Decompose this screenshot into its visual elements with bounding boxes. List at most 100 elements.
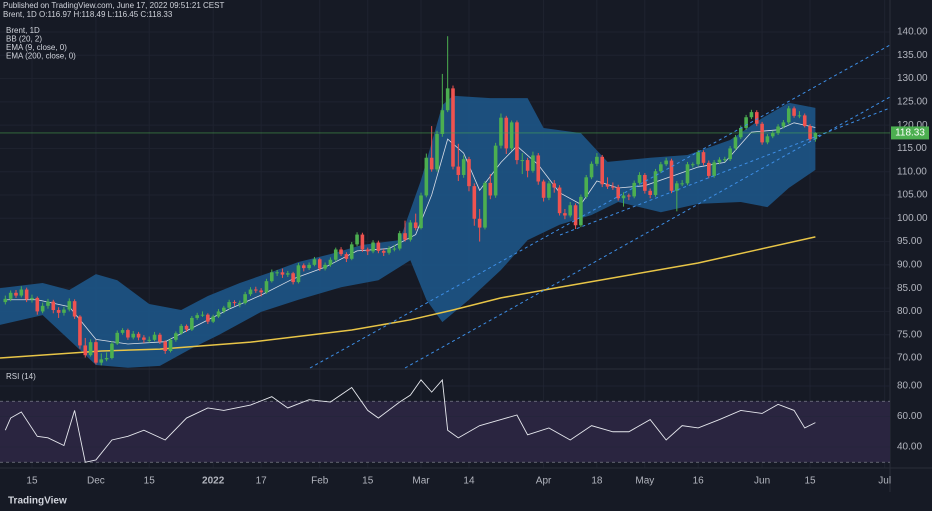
candle-body <box>392 248 397 250</box>
candle-body <box>126 330 130 338</box>
candle-body <box>40 305 45 312</box>
candle-body <box>280 272 285 275</box>
candle-body <box>520 160 525 162</box>
candle-body <box>595 156 599 164</box>
candle-body <box>360 234 365 250</box>
candle-body <box>451 88 455 167</box>
candle-body <box>365 249 370 252</box>
legend-entry: Brent, 1D <box>6 26 40 35</box>
candle-body <box>557 187 562 214</box>
legend-entry: EMA (9, close, 0) <box>6 43 67 52</box>
candle-body <box>35 297 40 312</box>
symbol-ohlc: Brent, 1D O:116.97 H:118.49 L:116.45 C:1… <box>3 10 173 19</box>
trend-line <box>404 96 891 369</box>
logo: TradingView <box>8 496 67 507</box>
trend-line <box>559 107 891 236</box>
candle-body <box>685 164 690 184</box>
candle-body <box>8 292 13 299</box>
y-tick-label: 110.00 <box>897 166 927 177</box>
candle-body <box>30 297 34 300</box>
candle-body <box>515 122 519 161</box>
candle-body <box>264 281 269 293</box>
candle-body <box>269 272 274 282</box>
published: Published on TradingView.com, June 17, 2… <box>3 1 224 10</box>
candle-body <box>717 159 722 163</box>
candle-body <box>691 164 695 166</box>
candle-body <box>659 164 663 172</box>
candle-body <box>531 155 535 171</box>
candle-body <box>195 315 199 318</box>
candle-body <box>222 307 226 312</box>
candle-body <box>573 205 578 226</box>
candle-body <box>461 159 466 175</box>
rsi-title: RSI (14) <box>6 372 36 381</box>
x-tick-label: 16 <box>693 476 705 487</box>
candle-body <box>408 222 413 240</box>
x-tick-label: 15 <box>26 476 38 487</box>
candle-body <box>643 174 647 191</box>
last-price-label: 118.33 <box>895 128 925 139</box>
candle-body <box>333 249 338 260</box>
candle-body <box>733 137 738 149</box>
candle-body <box>797 115 802 117</box>
x-tick-label: Apr <box>536 476 552 487</box>
x-tick-label: 15 <box>362 476 374 487</box>
candle-body <box>62 309 66 313</box>
x-tick-label: 15 <box>144 476 156 487</box>
candle-body <box>184 325 189 330</box>
y-tick-label: 130.00 <box>897 73 928 84</box>
candle-body <box>317 259 322 269</box>
candle-body <box>83 345 88 356</box>
x-tick-label: Feb <box>311 476 329 487</box>
candle-body <box>285 273 290 275</box>
candle-body <box>227 302 231 308</box>
x-tick-label: Dec <box>87 476 105 487</box>
candle-body <box>749 112 754 118</box>
candle-body <box>627 195 631 197</box>
candle-body <box>584 177 589 197</box>
candle-body <box>312 259 317 265</box>
x-tick-label: Mar <box>412 476 430 487</box>
candle-body <box>648 190 652 195</box>
candle-body <box>211 316 215 322</box>
candle-body <box>179 325 183 334</box>
y-tick-label: 140.00 <box>897 27 928 38</box>
candle-body <box>78 316 82 346</box>
candle-body <box>323 264 327 269</box>
candle-body <box>328 259 333 265</box>
rsi-tick-label: 60.00 <box>897 411 922 422</box>
candle-body <box>568 205 573 216</box>
candle-body <box>675 183 679 191</box>
candle-body <box>142 337 146 340</box>
candle-body <box>99 359 104 363</box>
candle-body <box>499 117 503 146</box>
candle-body <box>339 249 343 255</box>
candle-body <box>344 254 349 259</box>
trend-line <box>309 44 891 369</box>
candle-body <box>765 136 770 143</box>
candle-body <box>371 242 375 252</box>
candle-body <box>744 117 748 128</box>
candle-body <box>94 342 98 363</box>
rsi-line <box>4 378 816 463</box>
candle-body <box>301 265 306 269</box>
candle-body <box>72 301 77 317</box>
candle-body <box>14 292 18 296</box>
rsi-band <box>0 401 890 463</box>
candle-body <box>722 159 727 161</box>
candle-body <box>200 314 205 316</box>
candle-body <box>669 160 674 191</box>
candle-body <box>429 157 434 170</box>
candle-body <box>776 126 780 134</box>
candle-body <box>120 330 125 333</box>
candle-body <box>381 250 386 253</box>
candle-body <box>696 152 700 165</box>
candle-body <box>307 264 311 269</box>
y-tick-label: 120.00 <box>897 120 928 131</box>
candle-body <box>712 162 716 176</box>
x-tick-label: May <box>635 476 654 487</box>
candle-body <box>349 244 354 259</box>
candle-body <box>291 273 295 283</box>
candle-body <box>786 108 791 123</box>
